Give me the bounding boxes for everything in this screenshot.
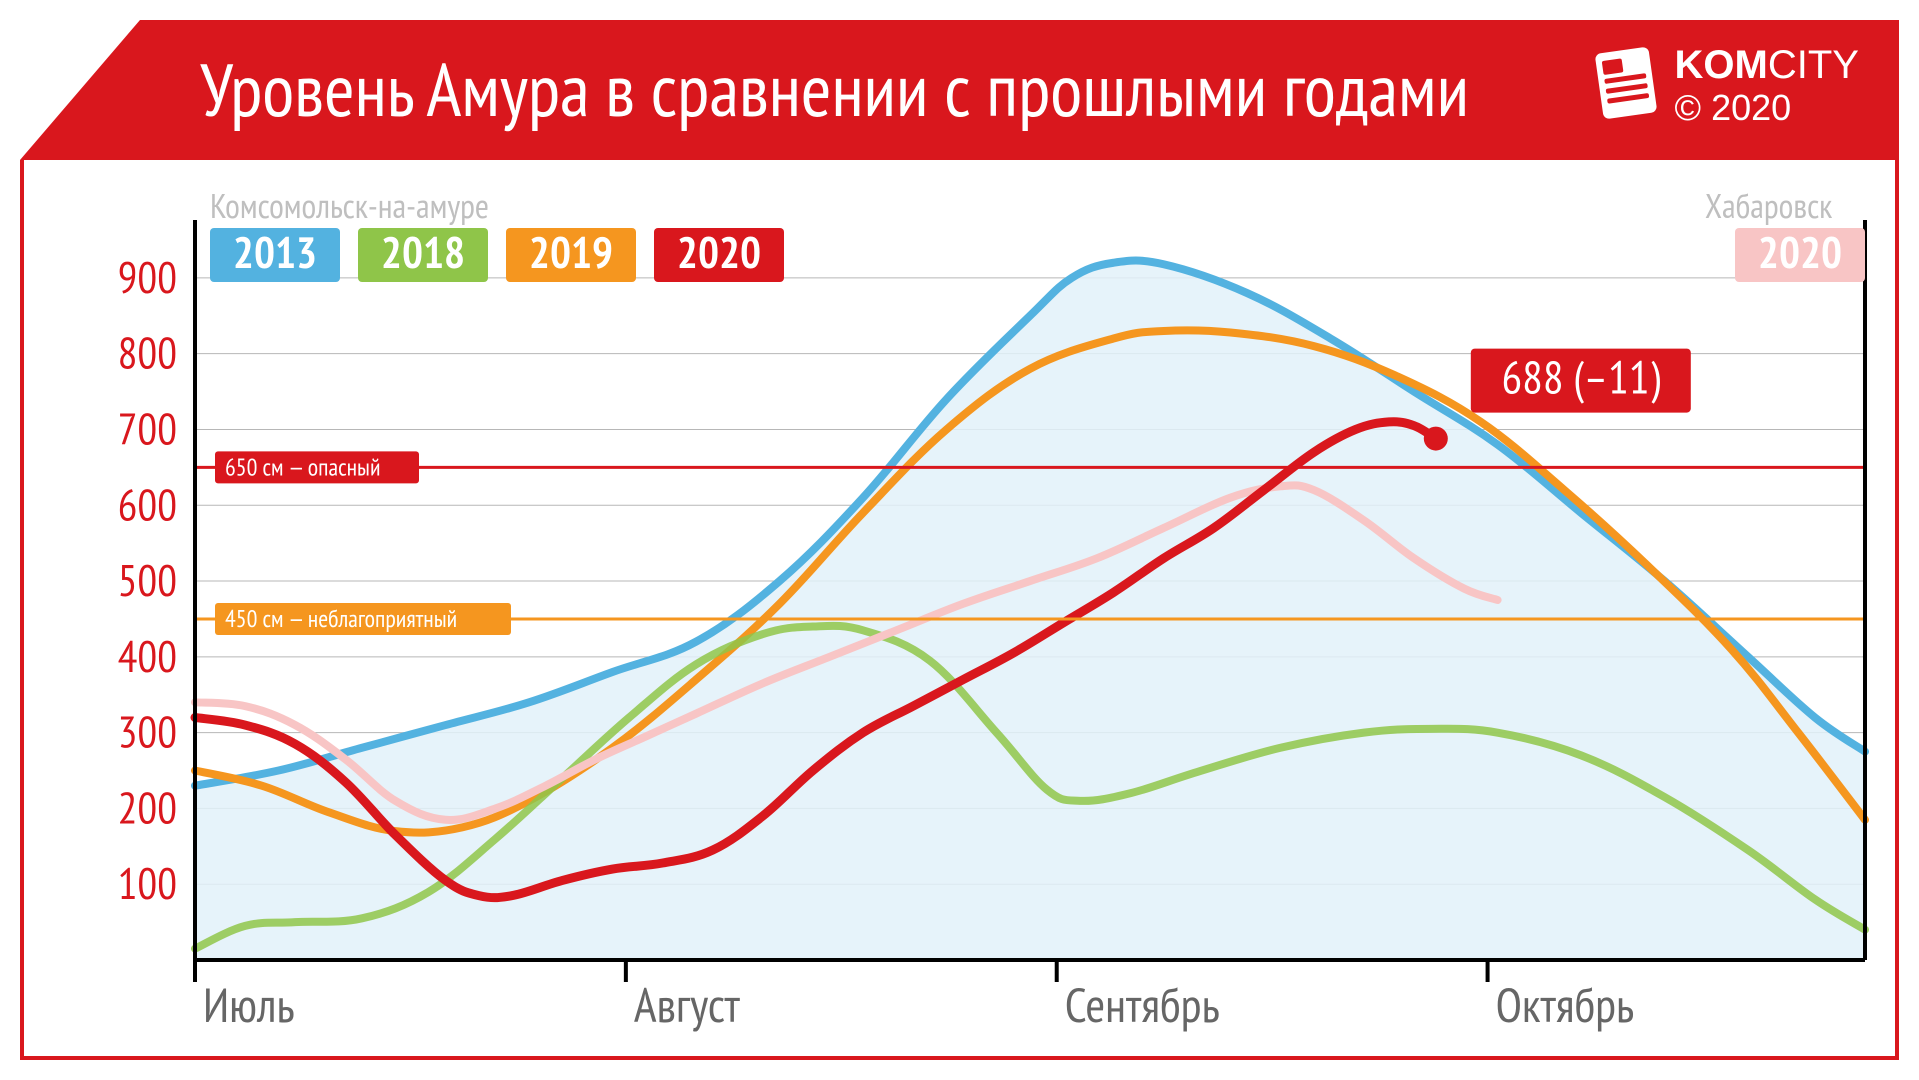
current-point-marker xyxy=(1424,427,1448,451)
header-notch xyxy=(20,20,140,160)
header-bar: Уровень Амура в сравнении с прошлыми год… xyxy=(20,20,1899,160)
y-tick-label: 200 xyxy=(118,779,177,836)
y-tick-label: 900 xyxy=(118,249,177,306)
y-tick-label: 400 xyxy=(118,628,177,685)
legend-label: 2019 xyxy=(529,224,613,281)
header-title: Уровень Амура в сравнении с прошлыми год… xyxy=(200,42,1469,137)
y-tick-label: 600 xyxy=(118,476,177,533)
x-tick-label: Октябрь xyxy=(1496,974,1635,1036)
x-tick-label: Июль xyxy=(203,974,295,1036)
y-tick-label: 800 xyxy=(118,325,177,382)
x-tick-label: Август xyxy=(634,974,741,1036)
y-tick-label: 100 xyxy=(118,855,177,912)
y-tick-label: 700 xyxy=(118,400,177,457)
threshold-label: 450 см — неблагоприятный xyxy=(225,603,457,634)
legend-label: 2018 xyxy=(381,224,465,281)
legend-caption-right: Хабаровск xyxy=(1705,184,1832,228)
threshold-label: 650 см — опасный xyxy=(225,451,381,482)
newspaper-icon xyxy=(1591,46,1661,126)
legend-label: 2013 xyxy=(233,224,317,281)
brand-copyright: © 2020 xyxy=(1675,87,1792,128)
y-tick-label: 500 xyxy=(118,552,177,609)
current-label: 688 (–11) xyxy=(1501,347,1660,407)
water-level-chart: 650 см — опасный 450 см — неблагоприятный… xyxy=(100,210,1875,1030)
legend-label: 2020 xyxy=(1758,224,1842,281)
x-tick-label: Сентябрь xyxy=(1065,974,1220,1036)
y-tick-label: 300 xyxy=(118,704,177,761)
brand-bold: KOM xyxy=(1675,43,1768,87)
brand-text: KOMCITY © 2020 xyxy=(1675,44,1859,128)
brand-thin: CITY xyxy=(1768,43,1859,87)
brand-logo: KOMCITY © 2020 xyxy=(1591,44,1859,128)
legend-label: 2020 xyxy=(677,224,761,281)
legend-caption-left: Комсомольск-на-амуре xyxy=(210,184,489,228)
